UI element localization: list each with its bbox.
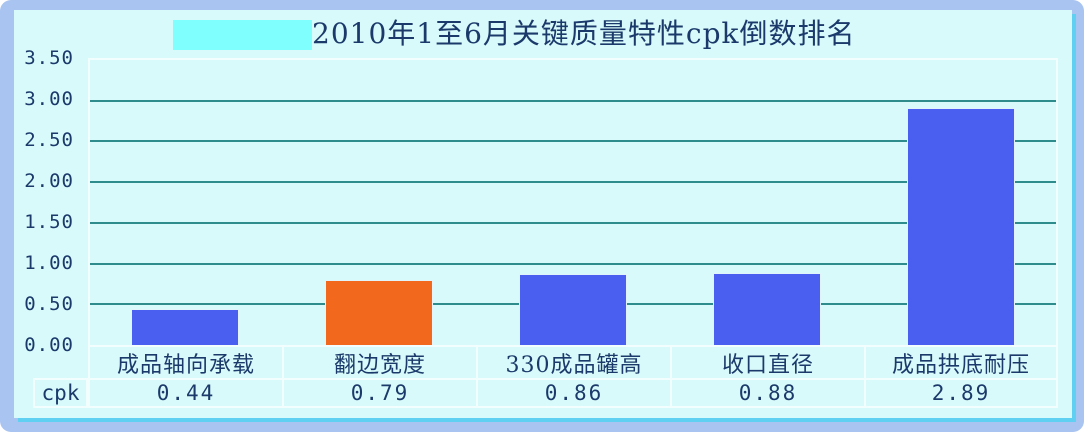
y-axis: 0.00 0.50 1.00 1.50 2.00 2.50 3.00 3.50 [14, 47, 76, 356]
gridline [90, 221, 1056, 224]
cpk-value-cell: 0.79 [282, 380, 476, 406]
data-table: 成品轴向承载 翻边宽度 330成品罐高 收口直径 成品拱底耐压 0.44 0.79 0.86… [88, 345, 1058, 408]
cpk-value-cell: 0.88 [670, 380, 864, 406]
y-axis-tick-label: 0.00 [24, 334, 74, 356]
gridline [90, 99, 1056, 102]
bar-series [88, 58, 1058, 345]
chart-panel: 2010年1至6月关键质量特性cpk倒数排名 0.00 0.50 1.00 1.50 2… [14, 10, 1072, 418]
series-name-cell: cpk [33, 378, 88, 408]
value-row: 0.44 0.79 0.86 0.88 2.89 [88, 378, 1058, 408]
y-axis-tick-label: 1.00 [24, 252, 74, 274]
category-label: 收口直径 [670, 347, 864, 378]
category-label: 成品轴向承载 [88, 347, 282, 378]
category-label: 成品拱底耐压 [864, 347, 1058, 378]
y-axis-tick-label: 2.00 [24, 170, 74, 192]
bar-slot [476, 58, 670, 345]
bar-3 [518, 274, 628, 345]
y-axis-tick-label: 3.50 [24, 47, 74, 69]
bar-5 [906, 108, 1016, 345]
y-axis-tick-label: 0.50 [24, 293, 74, 315]
bar-2 [324, 280, 434, 345]
y-axis-tick-label: 2.50 [24, 129, 74, 151]
category-row: 成品轴向承载 翻边宽度 330成品罐高 收口直径 成品拱底耐压 [88, 345, 1058, 378]
chart-title: 2010年1至6月关键质量特性cpk倒数排名 [312, 17, 856, 50]
cpk-value-cell: 2.89 [864, 380, 1058, 406]
y-axis-tick-label: 3.00 [24, 88, 74, 110]
cpk-value-cell: 0.44 [88, 380, 282, 406]
bar-slot [282, 58, 476, 345]
category-label: 330成品罐高 [476, 347, 670, 378]
gridline [90, 181, 1056, 184]
category-label: 翻边宽度 [282, 347, 476, 378]
gridline [90, 140, 1056, 143]
bar-1 [130, 308, 240, 345]
cpk-value-cell: 0.86 [476, 380, 670, 406]
bar-slot [88, 58, 282, 345]
title-highlight-box [173, 20, 312, 50]
bar-4 [712, 272, 822, 345]
bar-slot [670, 58, 864, 345]
y-axis-tick-label: 1.50 [24, 211, 74, 233]
bar-slot [864, 58, 1058, 345]
gridline [90, 262, 1056, 265]
